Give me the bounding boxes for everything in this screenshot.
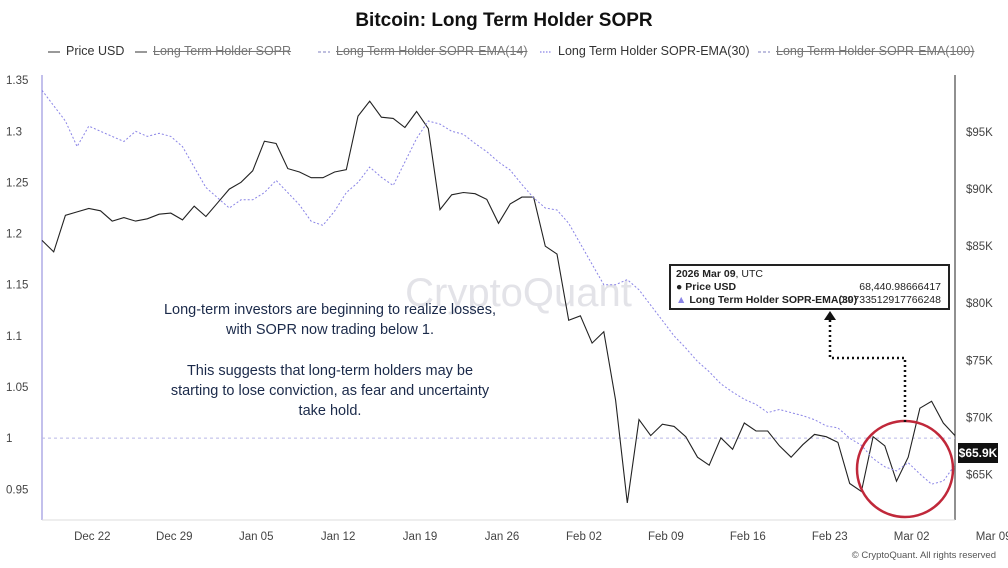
x-tick-label: Feb 16 (730, 531, 766, 543)
tooltip-sopr-label: Long Term Holder SOPR-EMA(30) (689, 294, 858, 306)
y-right-tick-label: $65K (966, 469, 993, 481)
highlight-circle (855, 419, 955, 519)
tooltip-sopr-value: 0.9733512917766248 (838, 294, 941, 306)
legend-label: Price USD (66, 44, 125, 58)
y-right-tick-label: $75K (966, 355, 993, 367)
sopr-ema30-series-line (41, 89, 956, 485)
y-right-tick-label: $80K (966, 298, 993, 310)
y-right-tick-label: $95K (966, 127, 993, 139)
tooltip-price-label: Price USD (685, 281, 737, 293)
tooltip-timezone: , UTC (735, 268, 763, 280)
legend-item[interactable]: Long Term Holder SOPR-EMA(14) (318, 44, 528, 58)
legend-item[interactable]: Long Term Holder SOPR-EMA(30) (540, 44, 750, 58)
y-left-tick-label: 1.2 (6, 229, 22, 241)
triangle-icon: ▲ (676, 294, 687, 306)
y-left-tick-label: 1.1 (6, 331, 22, 343)
x-tick-label: Jan 19 (403, 531, 438, 543)
hover-tooltip: 2026 Mar 09, UTC ● Price USD 68,440.9866… (669, 264, 950, 310)
legend-item[interactable]: Long Term Holder SOPR-EMA(100) (758, 44, 974, 58)
annotation-line-1: Long-term investors are beginning to rea… (163, 302, 497, 318)
legend: Price USD Long Term Holder SOPR Long Term … (40, 44, 974, 64)
copyright-notice: © CryptoQuant. All rights reserved (851, 550, 996, 561)
y-right-tick-label: $85K (966, 241, 993, 253)
annotation-line-4: starting to lose conviction, as fear and… (170, 383, 490, 399)
tooltip-row-price: ● Price USD 68,440.98666417 (676, 281, 943, 294)
y-left-tick-label: 0.95 (6, 484, 28, 496)
pointer-arrow (828, 318, 907, 422)
x-tick-label: Feb 23 (812, 531, 848, 543)
y-left-tick-label: 1.35 (6, 75, 28, 87)
legend-label: Long Term Holder SOPR (153, 44, 292, 58)
y-right-tick-label: $90K (966, 184, 993, 196)
legend-label: Long Term Holder SOPR-EMA(30) (558, 44, 750, 58)
x-tick-label: Jan 05 (239, 531, 274, 543)
legend-swatch (318, 51, 330, 53)
legend-label: Long Term Holder SOPR-EMA(100) (776, 44, 975, 58)
watermark-text: CryptoQuant (405, 271, 632, 315)
x-tick-label: Jan 26 (485, 531, 520, 543)
y-left-tick-label: 1.3 (6, 126, 22, 138)
legend-swatch (540, 51, 552, 53)
x-tick-label: Mar 02 (894, 531, 930, 543)
tooltip-header: 2026 Mar 09, UTC (676, 268, 943, 281)
x-tick-label: Mar 09 (976, 531, 1008, 543)
x-tick-label: Feb 02 (566, 531, 602, 543)
legend-swatch (135, 51, 147, 53)
x-tick-label: Dec 29 (156, 531, 192, 543)
legend-item[interactable]: Long Term Holder SOPR (135, 44, 291, 58)
y-left-tick-label: 1.15 (6, 280, 28, 292)
annotation-line-2: with SOPR now trading below 1. (226, 322, 434, 338)
price-series-line (41, 100, 956, 503)
annotation-line-5: take hold. (298, 403, 362, 419)
legend-swatch (48, 51, 60, 53)
x-tick-label: Feb 09 (648, 531, 684, 543)
legend-swatch (758, 51, 770, 53)
x-tick-label: Jan 12 (321, 531, 356, 543)
legend-label: Long Term Holder SOPR-EMA(14) (336, 44, 528, 58)
y-left-tick-label: 1.25 (6, 177, 28, 189)
current-price-tag: $65.9K (958, 443, 998, 463)
tooltip-date: 2026 Mar 09 (676, 268, 736, 280)
dot-icon: ● (676, 281, 683, 293)
legend-item[interactable]: Price USD (48, 44, 124, 58)
annotation-line-3: This suggests that long-term holders may… (186, 363, 474, 379)
arrow-head-icon (824, 311, 836, 320)
x-tick-label: Dec 22 (74, 531, 110, 543)
y-left-tick-label: 1 (6, 433, 12, 445)
chart-title: Bitcoin: Long Term Holder SOPR (355, 10, 653, 31)
y-left-tick-label: 1.05 (6, 382, 28, 394)
tooltip-price-value: 68,440.98666417 (859, 281, 941, 293)
tooltip-row-sopr: ▲ Long Term Holder SOPR-EMA(30) 0.973351… (676, 294, 943, 307)
y-right-tick-label: $70K (966, 412, 993, 424)
